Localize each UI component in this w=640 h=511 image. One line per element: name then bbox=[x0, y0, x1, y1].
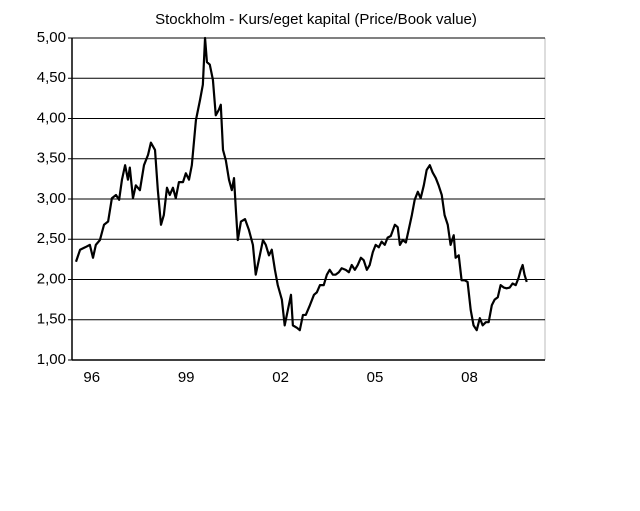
y-tick-label: 3,00 bbox=[37, 190, 66, 207]
y-tick-label: 2,50 bbox=[37, 230, 66, 247]
y-tick-label: 4,00 bbox=[37, 109, 66, 126]
y-tick-label: 1,00 bbox=[37, 351, 66, 368]
y-tick-label: 4,50 bbox=[37, 69, 66, 86]
x-tick-label: 99 bbox=[178, 369, 195, 386]
x-tick-label: 96 bbox=[83, 369, 100, 386]
y-tick-label: 5,00 bbox=[37, 29, 66, 46]
chart-title: Stockholm - Kurs/eget kapital (Price/Boo… bbox=[155, 11, 477, 28]
y-tick-label: 3,50 bbox=[37, 150, 66, 167]
x-tick-label: 08 bbox=[461, 369, 478, 386]
x-tick-label: 05 bbox=[367, 369, 384, 386]
y-tick-label: 2,00 bbox=[37, 270, 66, 287]
y-tick-label: 1,50 bbox=[37, 311, 66, 328]
data-line bbox=[74, 36, 528, 332]
x-tick-label: 02 bbox=[272, 369, 289, 386]
